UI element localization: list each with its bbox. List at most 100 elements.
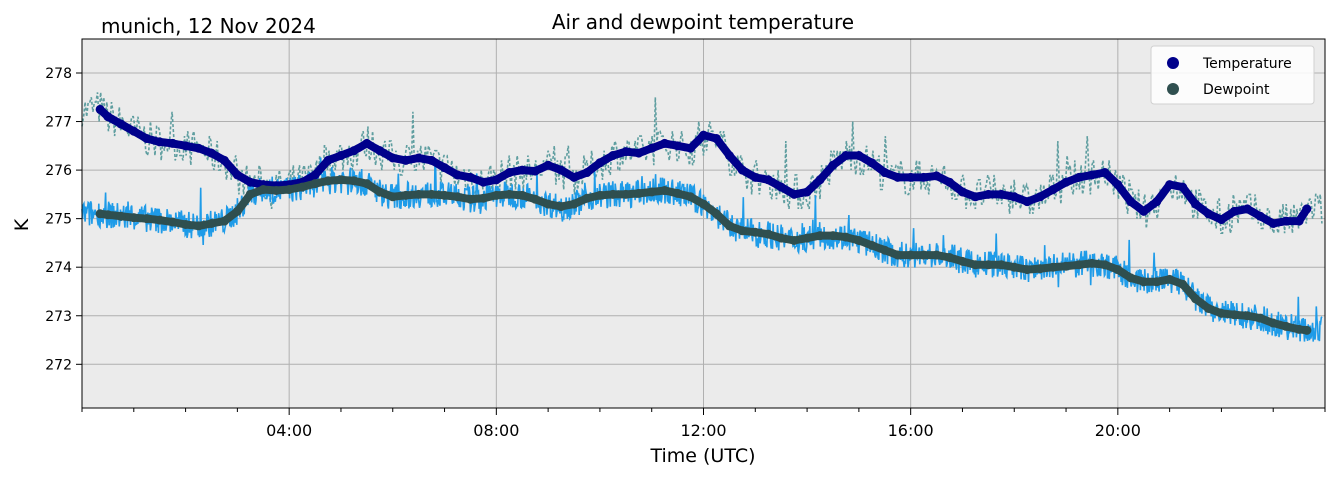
dewpoint-point [504, 189, 514, 199]
location-date-label: munich, 12 Nov 2024 [101, 14, 316, 38]
dewpoint-point [763, 229, 773, 239]
dewpoint-point [699, 199, 708, 209]
temperature-point [194, 143, 204, 153]
dewpoint-point [245, 189, 255, 199]
legend-marker-temperature [1167, 57, 1179, 69]
dewpoint-point [491, 190, 501, 200]
dewpoint-point [1178, 279, 1188, 289]
dewpoint-point [1126, 273, 1136, 283]
y-tick-label: 276 [45, 163, 72, 179]
dewpoint-point [608, 189, 618, 199]
x-tick-label: 04:00 [266, 421, 312, 440]
dewpoint-point [258, 185, 268, 195]
y-tick-label: 275 [45, 212, 72, 228]
dewpoint-point [776, 233, 786, 243]
temperature-point [906, 172, 916, 182]
temperature-point [1255, 211, 1265, 221]
dewpoint-point [310, 179, 320, 189]
temperature-point [1035, 192, 1045, 202]
dewpoint-point [1229, 310, 1239, 320]
temperature-point [1281, 216, 1291, 226]
dewpoint-point [945, 252, 955, 262]
y-tick-label: 274 [45, 260, 72, 276]
axes: 04:00 08:00 12:00 16:00 20:00 272 273 274 275 276… [45, 66, 1326, 440]
x-tick-label: 20:00 [1095, 421, 1141, 440]
dewpoint-point [362, 179, 372, 189]
dewpoint-point [802, 233, 812, 243]
temperature-point [95, 104, 105, 114]
dewpoint-point [116, 211, 126, 221]
temperature-point [802, 187, 812, 197]
dewpoint-point [867, 240, 877, 250]
dewpoint-point [906, 250, 916, 260]
temperature-point [1178, 182, 1188, 192]
temperature-point [116, 119, 126, 129]
temperature-point [1061, 177, 1071, 187]
temperature-point [1229, 206, 1239, 216]
legend-box [1150, 45, 1315, 105]
temperature-point [970, 192, 980, 202]
dewpoint-point [297, 182, 307, 192]
temperature-point [608, 151, 618, 161]
temperature-point [1165, 180, 1175, 190]
temperature-point [452, 170, 462, 180]
temperature-point [1074, 172, 1084, 182]
dewpoint-point [1113, 265, 1123, 275]
dewpoint-point [465, 194, 475, 204]
temperature-point [1203, 209, 1213, 219]
dewpoint-point [375, 187, 385, 197]
dewpoint-point [1139, 277, 1149, 287]
dewpoint-point [1035, 264, 1045, 274]
dewpoint-point [828, 231, 838, 241]
dewpoint-point [880, 245, 890, 255]
dewpoint-point [103, 210, 113, 220]
dewpoint-point [349, 176, 359, 186]
dewpoint-point [711, 209, 721, 219]
temperature-point [867, 158, 877, 168]
temperature-point [129, 126, 139, 136]
temperature-point [724, 151, 734, 161]
temperature-point [1216, 215, 1226, 225]
temperature-point [530, 166, 540, 176]
temperature-point [388, 153, 398, 163]
temperature-point [1022, 197, 1032, 207]
dewpoint-point [168, 217, 178, 227]
temperature-point [569, 172, 579, 182]
chart-title: Air and dewpoint temperature [552, 10, 854, 34]
temperature-point [945, 177, 955, 187]
dewpoint-point [854, 235, 864, 245]
y-tick-label: 277 [45, 115, 72, 131]
dewpoint-point [983, 260, 993, 270]
dewpoint-point [932, 250, 942, 260]
temperature-point [232, 170, 242, 180]
temperature-point [893, 172, 903, 182]
temperature-point [1191, 199, 1201, 209]
dewpoint-point [440, 190, 450, 200]
temperature-point [1294, 216, 1304, 226]
dewpoint-point [556, 202, 566, 212]
dewpoint-point [1022, 265, 1032, 275]
dewpoint-point [893, 250, 903, 260]
temperature-point [504, 168, 514, 178]
temperature-point [647, 143, 657, 153]
dewpoint-point [1268, 318, 1278, 328]
dewpoint-point [219, 216, 229, 226]
x-tick-label: 08:00 [473, 421, 519, 440]
temperature-point [750, 172, 760, 182]
x-tick-label: 16:00 [888, 421, 934, 440]
temperature-point [142, 134, 152, 144]
dewpoint-point [427, 189, 437, 199]
temperature-point [789, 189, 799, 199]
x-tick-label: 12:00 [680, 421, 726, 440]
temperature-point [219, 155, 229, 165]
dewpoint-point [1302, 325, 1312, 335]
temperature-point [763, 175, 773, 185]
temperature-point [543, 160, 553, 170]
dewpoint-point [414, 189, 424, 199]
legend-label-temperature: Temperature [1202, 56, 1292, 72]
temperature-point [815, 175, 825, 185]
temperature-point [1087, 170, 1097, 180]
temperature-point [491, 175, 501, 185]
dewpoint-point [232, 206, 242, 216]
